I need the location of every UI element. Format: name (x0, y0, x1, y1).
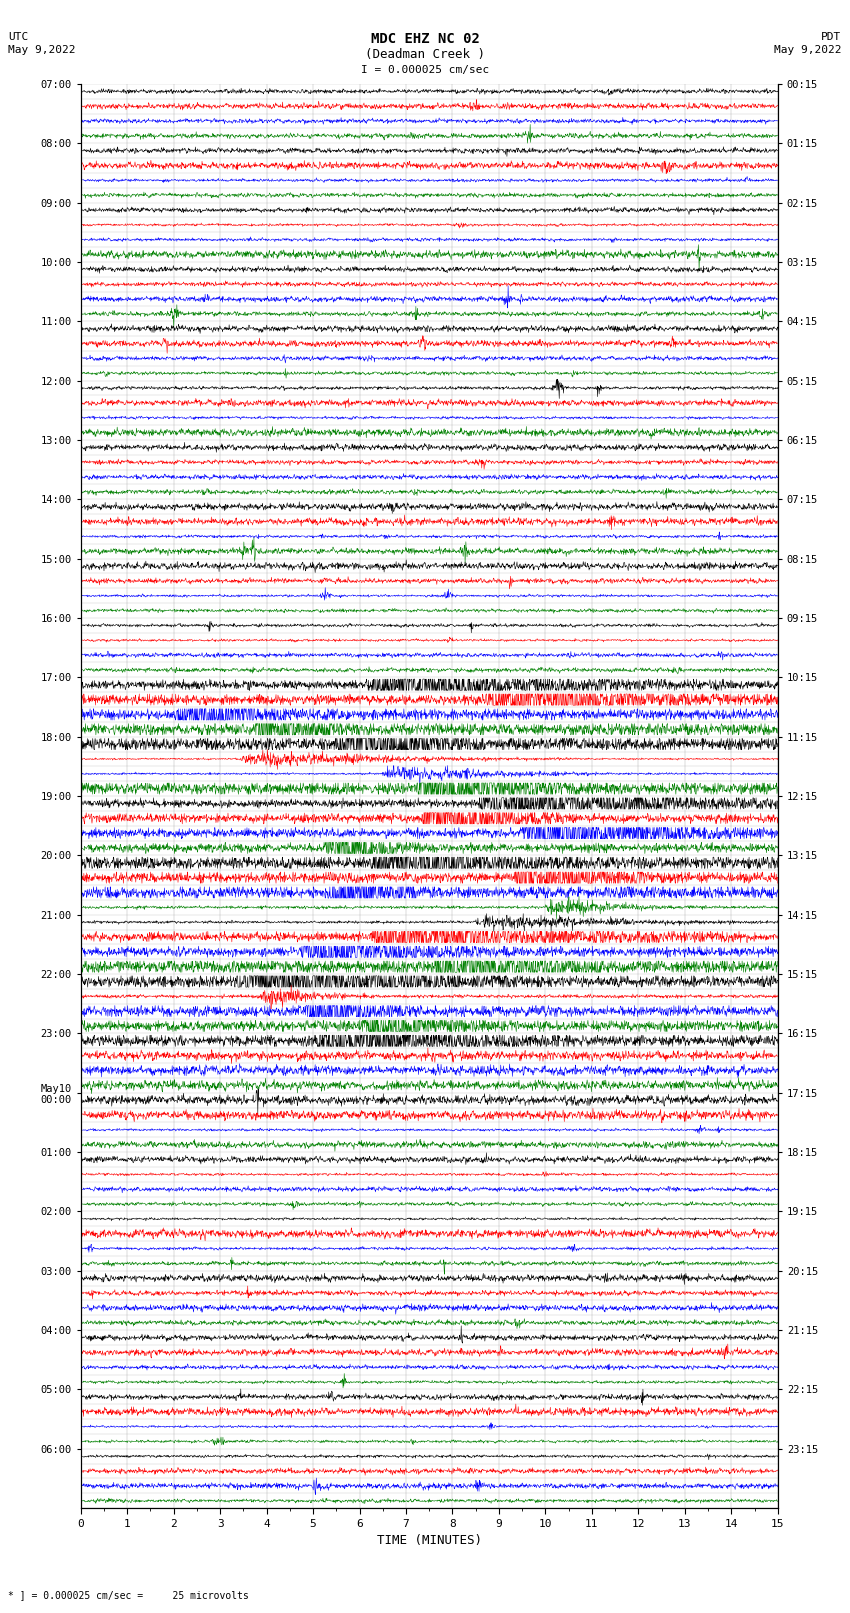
Text: PDT: PDT (821, 32, 842, 42)
Text: * ] = 0.000025 cm/sec =     25 microvolts: * ] = 0.000025 cm/sec = 25 microvolts (8, 1590, 249, 1600)
Text: (Deadman Creek ): (Deadman Creek ) (365, 48, 485, 61)
X-axis label: TIME (MINUTES): TIME (MINUTES) (377, 1534, 482, 1547)
Text: MDC EHZ NC 02: MDC EHZ NC 02 (371, 32, 479, 47)
Text: UTC: UTC (8, 32, 29, 42)
Text: May 9,2022: May 9,2022 (774, 45, 842, 55)
Text: May 9,2022: May 9,2022 (8, 45, 76, 55)
Text: I = 0.000025 cm/sec: I = 0.000025 cm/sec (361, 65, 489, 74)
